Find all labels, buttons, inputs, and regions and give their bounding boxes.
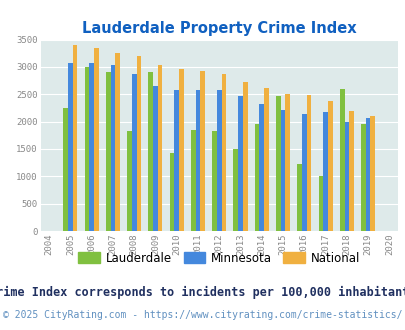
Bar: [221, 74, 226, 231]
Bar: [360, 124, 365, 231]
Title: Lauderdale Property Crime Index: Lauderdale Property Crime Index: [82, 21, 356, 36]
Bar: [158, 65, 162, 231]
Bar: [242, 82, 247, 231]
Bar: [369, 115, 374, 231]
Bar: [322, 112, 327, 231]
Bar: [132, 74, 136, 231]
Bar: [136, 56, 141, 231]
Bar: [190, 130, 195, 231]
Bar: [148, 72, 153, 231]
Bar: [259, 104, 264, 231]
Bar: [318, 176, 322, 231]
Bar: [212, 131, 216, 231]
Bar: [348, 111, 353, 231]
Bar: [306, 95, 311, 231]
Bar: [285, 94, 289, 231]
Bar: [200, 71, 205, 231]
Bar: [174, 90, 179, 231]
Bar: [110, 65, 115, 231]
Bar: [72, 45, 77, 231]
Bar: [254, 124, 259, 231]
Bar: [63, 108, 68, 231]
Bar: [94, 49, 98, 231]
Bar: [179, 69, 183, 231]
Bar: [280, 110, 285, 231]
Text: Crime Index corresponds to incidents per 100,000 inhabitants: Crime Index corresponds to incidents per…: [0, 285, 405, 299]
Bar: [301, 114, 306, 231]
Bar: [195, 90, 200, 231]
Bar: [344, 122, 348, 231]
Bar: [127, 131, 132, 231]
Bar: [275, 96, 280, 231]
Bar: [115, 53, 119, 231]
Bar: [233, 149, 238, 231]
Bar: [89, 63, 94, 231]
Bar: [327, 101, 332, 231]
Bar: [264, 88, 268, 231]
Bar: [365, 118, 369, 231]
Bar: [169, 153, 174, 231]
Text: © 2025 CityRating.com - https://www.cityrating.com/crime-statistics/: © 2025 CityRating.com - https://www.city…: [3, 310, 402, 320]
Bar: [68, 63, 72, 231]
Bar: [84, 67, 89, 231]
Bar: [153, 86, 158, 231]
Bar: [106, 72, 110, 231]
Bar: [339, 89, 344, 231]
Bar: [238, 96, 242, 231]
Bar: [216, 90, 221, 231]
Legend: Lauderdale, Minnesota, National: Lauderdale, Minnesota, National: [74, 247, 364, 269]
Bar: [296, 164, 301, 231]
